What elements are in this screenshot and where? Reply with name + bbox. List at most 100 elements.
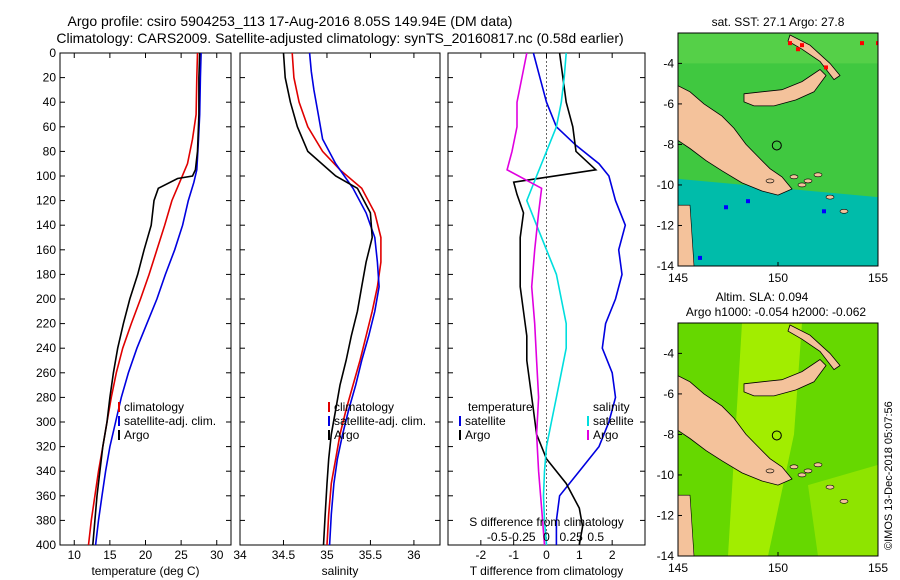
map-y-tick-label: -8 <box>663 427 674 441</box>
map-y-tick-label: -14 <box>657 259 675 273</box>
map-y-tick-label: -4 <box>663 56 674 70</box>
map-land-newguinea <box>678 85 793 196</box>
sal-tick-label: 0.25 <box>559 530 583 544</box>
sla-map-title: Altim. SLA: 0.094 <box>716 290 809 304</box>
series-line-argo <box>282 52 374 546</box>
map-body <box>678 323 878 556</box>
y-tick-label: 160 <box>36 243 56 257</box>
map-x-tick-label: 145 <box>668 561 688 575</box>
y-tick-label: 180 <box>36 267 56 281</box>
sst-map-title: sat. SST: 27.1 Argo: 27.8 <box>712 15 845 29</box>
map-land-newbritain <box>743 358 827 397</box>
map-x-tick-label: 150 <box>768 271 788 285</box>
map-island <box>803 178 813 184</box>
map-body <box>678 33 878 266</box>
figure-title-line1: Argo profile: csiro 5904253_113 17-Aug-2… <box>68 13 513 29</box>
sal-tick-label: -0.25 <box>508 530 536 544</box>
series-line-targo <box>512 52 598 546</box>
legend-label: satellite-adj. clim. <box>334 414 426 428</box>
x-tick-label: 25 <box>174 548 188 562</box>
map-sst-marker <box>860 41 864 46</box>
legend-label: satellite-adj. clim. <box>124 414 216 428</box>
map-sst-marker <box>746 199 750 204</box>
x-tick-label: 30 <box>210 548 224 562</box>
map-land-newbritain <box>743 68 827 107</box>
map-island <box>765 468 775 474</box>
y-tick-label: 200 <box>36 292 56 306</box>
map-land-australia <box>678 204 695 266</box>
map-sst-marker <box>698 255 702 260</box>
x-tick-label: 15 <box>103 548 117 562</box>
map-sst-marker <box>876 41 878 46</box>
x-tick-label: 36 <box>407 548 421 562</box>
map-x-tick-label: 145 <box>668 271 688 285</box>
y-tick-label: 360 <box>36 489 56 503</box>
map-sst-marker <box>724 205 728 210</box>
map-land-newireland <box>787 324 841 371</box>
legend-title-temperature: temperature <box>468 400 533 414</box>
map-island <box>797 472 807 478</box>
map-island <box>825 484 835 490</box>
map-island <box>825 194 835 200</box>
y-tick-label: 320 <box>36 440 56 454</box>
y-tick-label: 400 <box>36 538 56 552</box>
map-island <box>839 208 849 214</box>
map-sst-marker <box>822 209 826 214</box>
series-line-sargo <box>506 52 546 546</box>
map-y-tick-label: -6 <box>663 97 674 111</box>
salinity-panel: 34 34.5 35 35.5 36 salinity climatologysatelli… <box>233 52 441 578</box>
legend-label: climatology <box>334 400 394 414</box>
difference-panel: -2 -1 0 1 2 T difference from climatology -0.5… <box>447 52 646 578</box>
legend-label: Argo <box>593 428 619 442</box>
sal-tick-label: -0.5 <box>487 530 508 544</box>
map-sea-band <box>678 178 878 266</box>
x-tick-label: 2 <box>609 548 616 562</box>
legend-label: Argo <box>334 428 360 442</box>
x-tick-label: 35 <box>320 548 334 562</box>
legend-label: satellite <box>465 414 506 428</box>
x-tick-label: 1 <box>576 548 583 562</box>
legend-label: Argo <box>124 428 150 442</box>
y-tick-label: 300 <box>36 415 56 429</box>
argo-location-marker <box>771 430 782 441</box>
map-y-tick-label: -14 <box>657 549 675 563</box>
series-line-tsatellite <box>532 52 627 545</box>
argo-location-marker <box>771 140 782 151</box>
map-x-tick-label: 155 <box>868 561 888 575</box>
map-island <box>839 498 849 504</box>
map-sst-marker <box>800 43 804 48</box>
legend-label: satellite <box>593 414 634 428</box>
map-sst-marker <box>796 47 800 52</box>
series-line-ssatellite <box>525 52 567 546</box>
map-x-tick-label: 150 <box>768 561 788 575</box>
series-line-climatology <box>291 52 382 546</box>
y-tick-label: 120 <box>36 194 56 208</box>
map-y-tick-label: -10 <box>657 468 675 482</box>
sal-tick-label: 0 <box>543 530 550 544</box>
map-sst-marker <box>824 65 828 70</box>
map-island <box>813 172 823 178</box>
plot-frame <box>59 52 232 546</box>
y-tick-label: 220 <box>36 317 56 331</box>
series-line-argo <box>92 52 201 546</box>
map-island <box>813 462 823 468</box>
x-tick-label: 20 <box>139 548 153 562</box>
plot-frame <box>239 52 441 546</box>
figure-title-line2: Climatology: CARS2009. Satellite-adjuste… <box>56 30 623 46</box>
y-tick-label: 100 <box>36 169 56 183</box>
map-sst-marker <box>788 41 792 46</box>
x-tick-label: 34 <box>233 548 247 562</box>
map-land-newguinea <box>678 375 793 486</box>
y-tick-label: 20 <box>43 71 57 85</box>
legend-title-salinity: salinity <box>593 400 630 414</box>
y-tick-label: 60 <box>43 120 57 134</box>
x-tick-label: 10 <box>68 548 82 562</box>
map-y-tick-label: -10 <box>657 178 675 192</box>
y-tick-label: 240 <box>36 341 56 355</box>
map-island <box>789 174 799 180</box>
x-tick-label: 0 <box>543 548 550 562</box>
map-y-tick-label: -12 <box>657 218 675 232</box>
